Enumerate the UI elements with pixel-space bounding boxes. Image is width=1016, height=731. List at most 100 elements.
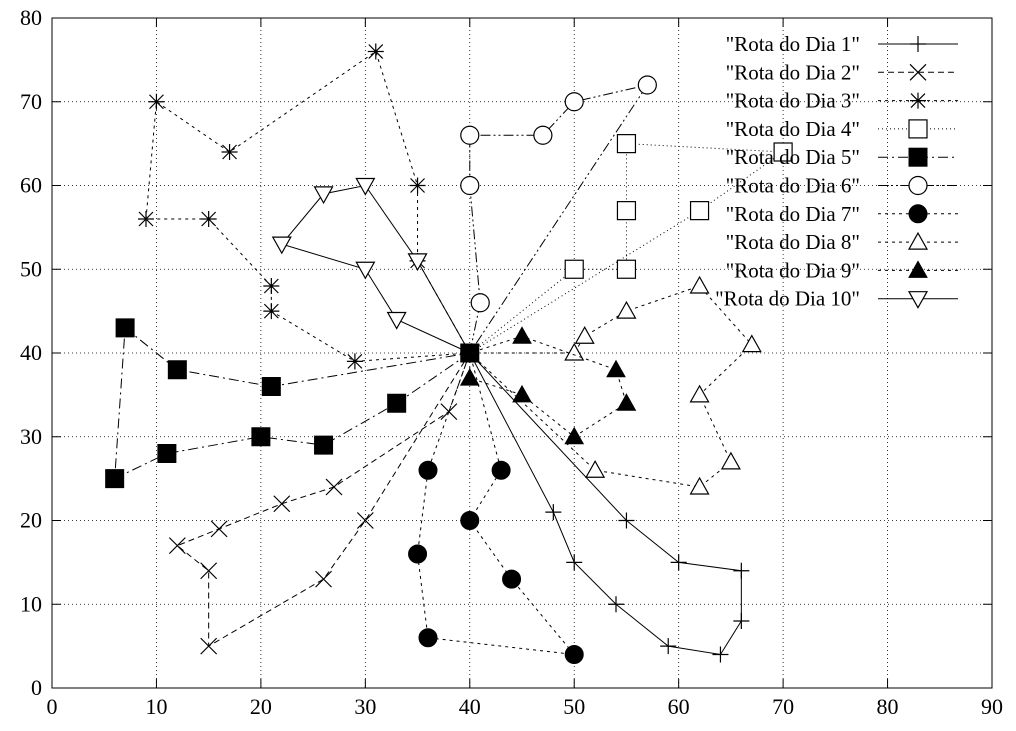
x-tick-label: 90 [981, 694, 1003, 719]
series-line-8 [469, 285, 753, 488]
series-line-10 [280, 184, 471, 354]
data-point [105, 469, 125, 489]
data-point [200, 637, 218, 655]
data-point [356, 512, 374, 529]
series-10 [271, 177, 471, 354]
data-point [637, 75, 657, 95]
data-point [408, 544, 428, 564]
data-point [387, 393, 407, 413]
legend-label: "Rota do Dia 3" [726, 89, 860, 113]
data-point [418, 628, 438, 648]
data-point [660, 638, 677, 655]
data-point [315, 570, 332, 588]
data-point [200, 211, 217, 227]
legend-marker [908, 175, 928, 196]
x-tick-label: 30 [354, 694, 376, 719]
data-point [210, 520, 228, 538]
series-7 [408, 352, 584, 664]
data-point [512, 384, 532, 403]
series-5 [105, 318, 471, 489]
data-point [689, 384, 710, 403]
data-point [440, 403, 458, 421]
legend-label: "Rota do Dia 1" [726, 32, 860, 56]
y-tick-label: 60 [20, 173, 42, 198]
series-6 [460, 75, 657, 354]
series-line-3 [145, 50, 471, 362]
data-point [608, 596, 624, 613]
legend-marker [908, 204, 928, 224]
data-point [355, 261, 376, 280]
legend-marker [908, 260, 928, 278]
data-point [741, 334, 762, 353]
data-point [564, 426, 585, 445]
data-point [459, 368, 480, 386]
x-tick-label: 80 [877, 694, 899, 719]
data-point [168, 537, 186, 555]
series-1 [469, 352, 750, 663]
data-point [616, 134, 637, 154]
legend-label: "Rota do Dia 6" [726, 174, 860, 198]
y-tick-label: 50 [20, 256, 42, 281]
data-point [564, 645, 584, 664]
data-point [502, 569, 522, 589]
legend-label: "Rota do Dia 9" [726, 258, 860, 282]
data-point [409, 177, 426, 194]
data-point [616, 300, 637, 319]
x-tick-label: 50 [563, 694, 585, 719]
legend-marker [908, 119, 928, 139]
data-point [418, 460, 438, 480]
data-point [564, 259, 584, 279]
series-4 [469, 134, 793, 354]
data-point [720, 451, 741, 470]
axes: 0 10 20 30 40 50 60 70 80 90 0 10 20 30 40 50 60 70 80 [20, 5, 1003, 719]
data-point [313, 186, 334, 205]
legend-label: "Rota do Dia 4" [726, 117, 860, 141]
legend: "Rota do Dia 1" "Rota do Dia 2" "Rota do D… [715, 32, 958, 311]
data-point [733, 562, 750, 579]
x-tick-label: 20 [250, 694, 272, 719]
series-2 [168, 352, 471, 655]
series-9 [459, 326, 637, 445]
data-point [606, 359, 626, 378]
data-point [157, 444, 177, 463]
legend-marker [910, 92, 926, 109]
data-point [616, 393, 637, 411]
x-tick-label: 0 [47, 694, 58, 719]
data-point [115, 318, 135, 338]
series-line-6 [469, 84, 649, 354]
data-point [564, 342, 585, 361]
legend-marker [909, 63, 927, 81]
series-layer [105, 43, 793, 664]
legend-label: "Rota do Dia 10" [715, 287, 860, 311]
series-line-5 [114, 326, 471, 480]
series-3 [138, 43, 471, 370]
data-point [346, 353, 363, 370]
data-point [273, 495, 291, 513]
x-tick-label: 60 [668, 694, 690, 719]
data-point [564, 92, 584, 112]
data-point [574, 326, 595, 344]
series-line-2 [176, 352, 471, 647]
data-point [491, 460, 511, 480]
legend-marker [910, 36, 926, 52]
data-point [221, 144, 238, 160]
data-point [263, 278, 280, 294]
data-point [407, 253, 428, 272]
data-point [138, 211, 154, 227]
y-tick-label: 70 [20, 89, 42, 114]
data-point [533, 125, 553, 145]
data-point [585, 460, 606, 478]
data-point [386, 311, 407, 330]
y-tick-label: 30 [20, 424, 42, 449]
y-tick-label: 20 [20, 508, 42, 533]
data-point [616, 201, 637, 221]
legend-label: "Rota do Dia 7" [726, 202, 860, 226]
data-point [200, 562, 218, 580]
data-point [251, 427, 271, 447]
series-8 [469, 275, 762, 495]
x-tick-label: 40 [459, 694, 481, 719]
data-point [689, 476, 710, 495]
data-point [355, 177, 376, 196]
legend-label: "Rota do Dia 8" [726, 230, 860, 254]
data-point [689, 275, 710, 294]
